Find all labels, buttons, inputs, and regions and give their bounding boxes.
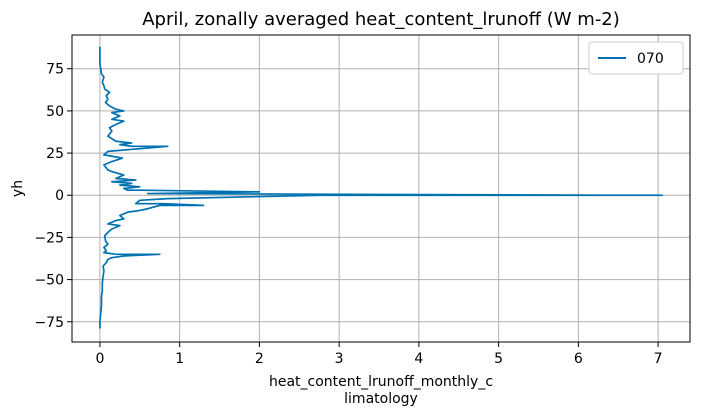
legend-box: [588, 41, 684, 75]
legend: 070: [588, 41, 684, 75]
x-tick-label: 6: [574, 351, 583, 367]
x-tick-label: 2: [255, 351, 264, 367]
x-axis-label-line-2: limatology: [344, 391, 418, 407]
axes-frame: [71, 34, 691, 343]
y-axis-label: yh: [10, 180, 26, 197]
y-tick-label: −75: [34, 315, 64, 331]
y-tick-label: −50: [34, 273, 64, 289]
grid: [72, 35, 690, 342]
y-tick-label: 0: [55, 188, 64, 204]
x-tick-label: 3: [335, 351, 344, 367]
x-tick-label: 5: [494, 351, 503, 367]
y-tick-label: −25: [34, 230, 64, 246]
series-layer: [99, 46, 663, 329]
x-tick-label: 4: [414, 351, 423, 367]
x-tick-label: 0: [95, 351, 104, 367]
legend-label-070: 070: [637, 51, 664, 67]
ticks: 0 1 2 3 4 5 6 7 75 50 25 0 −25 −50 −75: [34, 62, 662, 367]
y-tick-label: 50: [46, 104, 64, 120]
x-tick-label: 7: [654, 351, 663, 367]
x-axis-label-line-1: heat_content_lrunoff_monthly_c: [269, 374, 493, 390]
y-tick-label: 75: [46, 62, 64, 78]
series-line-070: [99, 46, 663, 329]
x-tick-label: 1: [175, 351, 184, 367]
y-tick-label: 25: [46, 146, 64, 162]
chart-title: April, zonally averaged heat_content_lru…: [142, 9, 620, 30]
